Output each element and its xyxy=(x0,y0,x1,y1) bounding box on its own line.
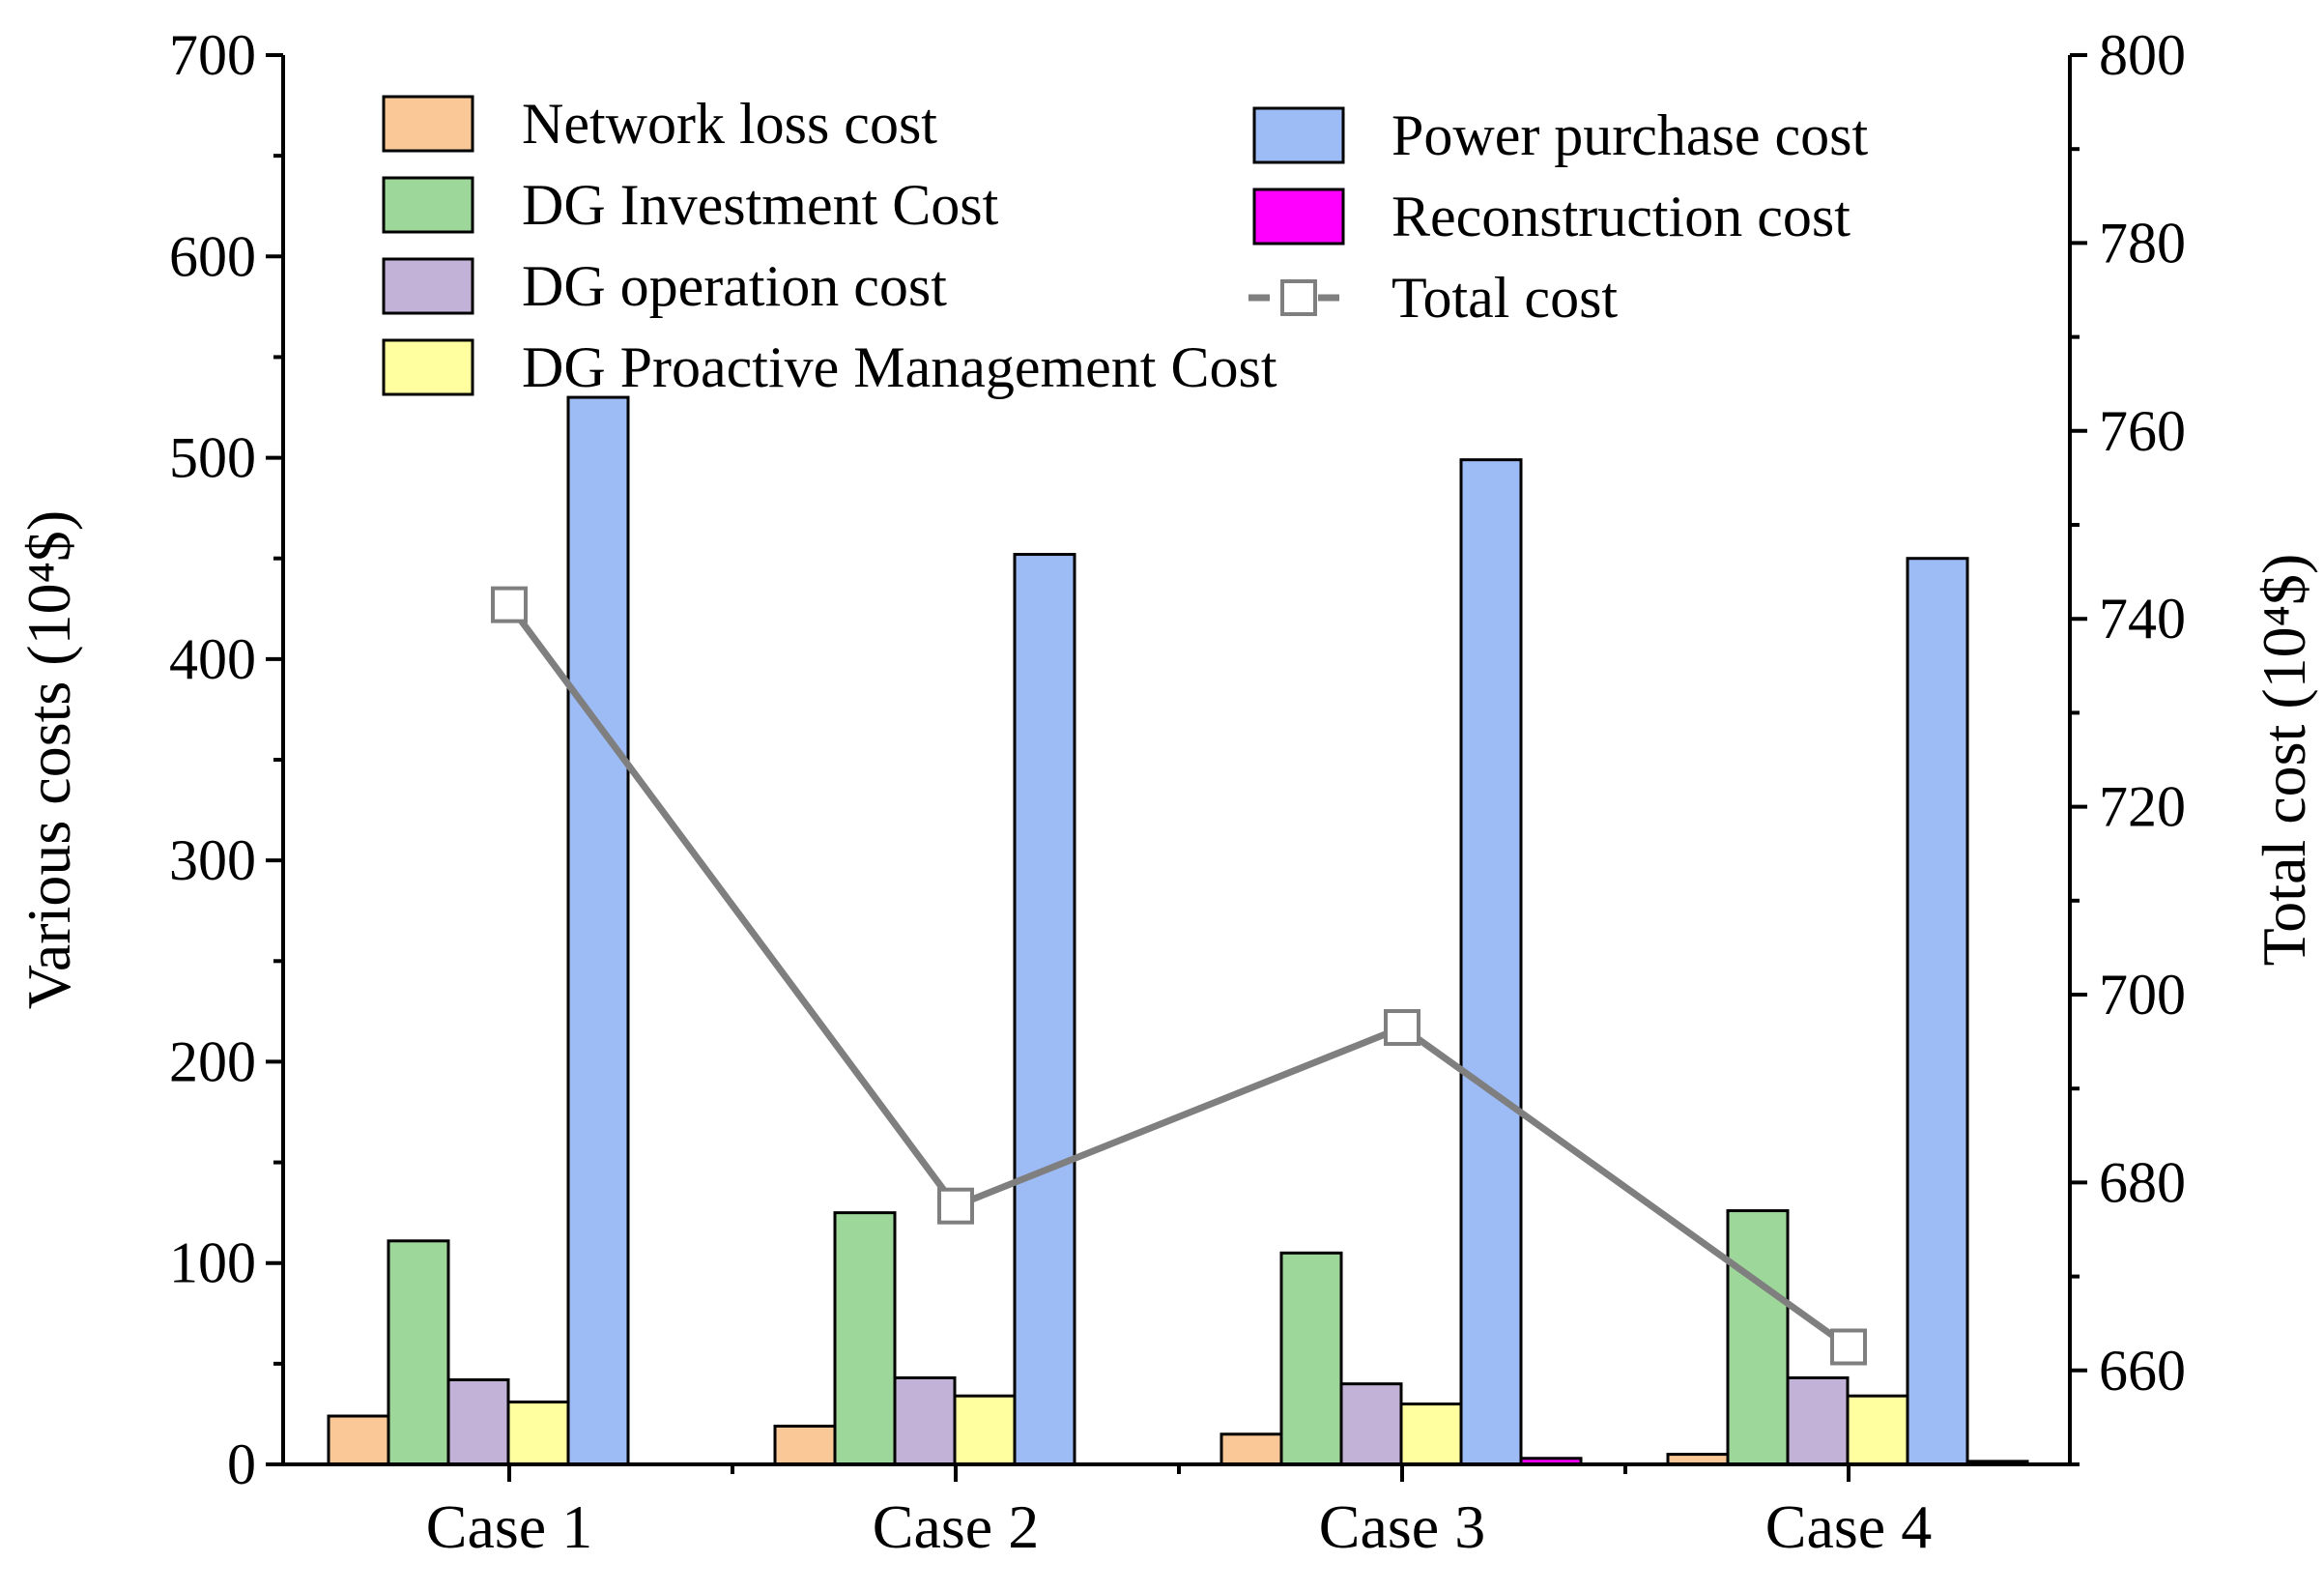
bar-4-4 xyxy=(1846,1394,1909,1466)
legend-label-total-cost: Total cost xyxy=(1392,266,1618,330)
legend-swatch-3 xyxy=(382,257,474,315)
total-cost-line xyxy=(506,602,1851,1350)
y-tick-label: 500 xyxy=(169,426,256,490)
total-cost-marker-4 xyxy=(1830,1328,1867,1366)
bar-2-4 xyxy=(1726,1209,1790,1466)
y-tick-label: 400 xyxy=(169,627,256,691)
legend: Network loss cost DG Investment Cost DG op… xyxy=(382,92,1869,399)
legend-marker-total-cost xyxy=(1280,279,1317,316)
y2-tick-label: 740 xyxy=(2099,587,2186,651)
legend-swatch-1 xyxy=(382,95,474,153)
y-tick-label: 200 xyxy=(169,1029,256,1093)
y-tick-label: 0 xyxy=(227,1432,256,1496)
y-tick-label: 100 xyxy=(169,1231,256,1295)
bar-3-1 xyxy=(446,1378,510,1466)
y-tick-label: 700 xyxy=(169,23,256,87)
bar-1-2 xyxy=(773,1424,837,1466)
legend-label-3: DG operation cost xyxy=(522,254,947,318)
bar-1-1 xyxy=(327,1414,390,1466)
bar-4-2 xyxy=(953,1394,1017,1466)
legend-label-2: DG Investment Cost xyxy=(522,173,999,237)
y-tick-label: 600 xyxy=(169,224,256,288)
legend-swatch-4 xyxy=(382,338,474,396)
x-tick-label: Case 2 xyxy=(873,1492,1039,1561)
bar-3-4 xyxy=(1786,1375,1850,1466)
total-cost-line-layer xyxy=(491,586,1867,1366)
bars-layer xyxy=(327,395,2029,1466)
y2-tick-label: 780 xyxy=(2099,211,2186,275)
bar-3-2 xyxy=(893,1375,957,1466)
bar-4-3 xyxy=(1399,1403,1463,1466)
y2-tick-label: 720 xyxy=(2099,775,2186,839)
legend-label-1: Network loss cost xyxy=(522,92,937,156)
legend-label-6: Reconstruction cost xyxy=(1392,185,1851,248)
legend-swatch-5 xyxy=(1252,106,1345,164)
bar-5-1 xyxy=(566,395,630,1466)
axes-layer: 0 100 200 300 400 500 600 700 660 680 700 720 740 760… xyxy=(14,23,2318,1561)
bar-4-1 xyxy=(506,1400,570,1466)
legend-label-5: Power purchase cost xyxy=(1392,103,1869,167)
y2-tick-label: 680 xyxy=(2099,1150,2186,1214)
bar-2-3 xyxy=(1279,1251,1343,1466)
y-axis-title: Various costs (10⁴$) xyxy=(14,510,83,1009)
bar-2-1 xyxy=(387,1239,450,1466)
y2-axis-title: Total cost (10⁴$) xyxy=(2250,554,2318,967)
total-cost-marker-2 xyxy=(937,1187,974,1225)
y-tick-label: 300 xyxy=(169,828,256,892)
total-cost-marker-3 xyxy=(1384,1009,1420,1047)
y2-tick-label: 760 xyxy=(2099,399,2186,463)
bar-1-3 xyxy=(1219,1432,1283,1466)
bar-2-2 xyxy=(833,1211,897,1466)
y2-tick-label: 700 xyxy=(2099,963,2186,1027)
bar-5-4 xyxy=(1906,557,1969,1466)
total-cost-marker-1 xyxy=(491,586,528,623)
bar-5-3 xyxy=(1459,458,1523,1466)
legend-label-4: DG Proactive Management Cost xyxy=(522,335,1277,399)
x-tick-label: Case 3 xyxy=(1319,1492,1485,1561)
legend-swatch-2 xyxy=(382,176,474,234)
bar-5-2 xyxy=(1013,553,1076,1466)
legend-swatch-6 xyxy=(1252,188,1345,246)
x-tick-label: Case 4 xyxy=(1765,1492,1932,1561)
y2-tick-label: 800 xyxy=(2099,23,2186,87)
bar-3-3 xyxy=(1339,1382,1403,1466)
x-tick-label: Case 1 xyxy=(426,1492,592,1561)
y2-tick-label: 660 xyxy=(2099,1339,2186,1403)
